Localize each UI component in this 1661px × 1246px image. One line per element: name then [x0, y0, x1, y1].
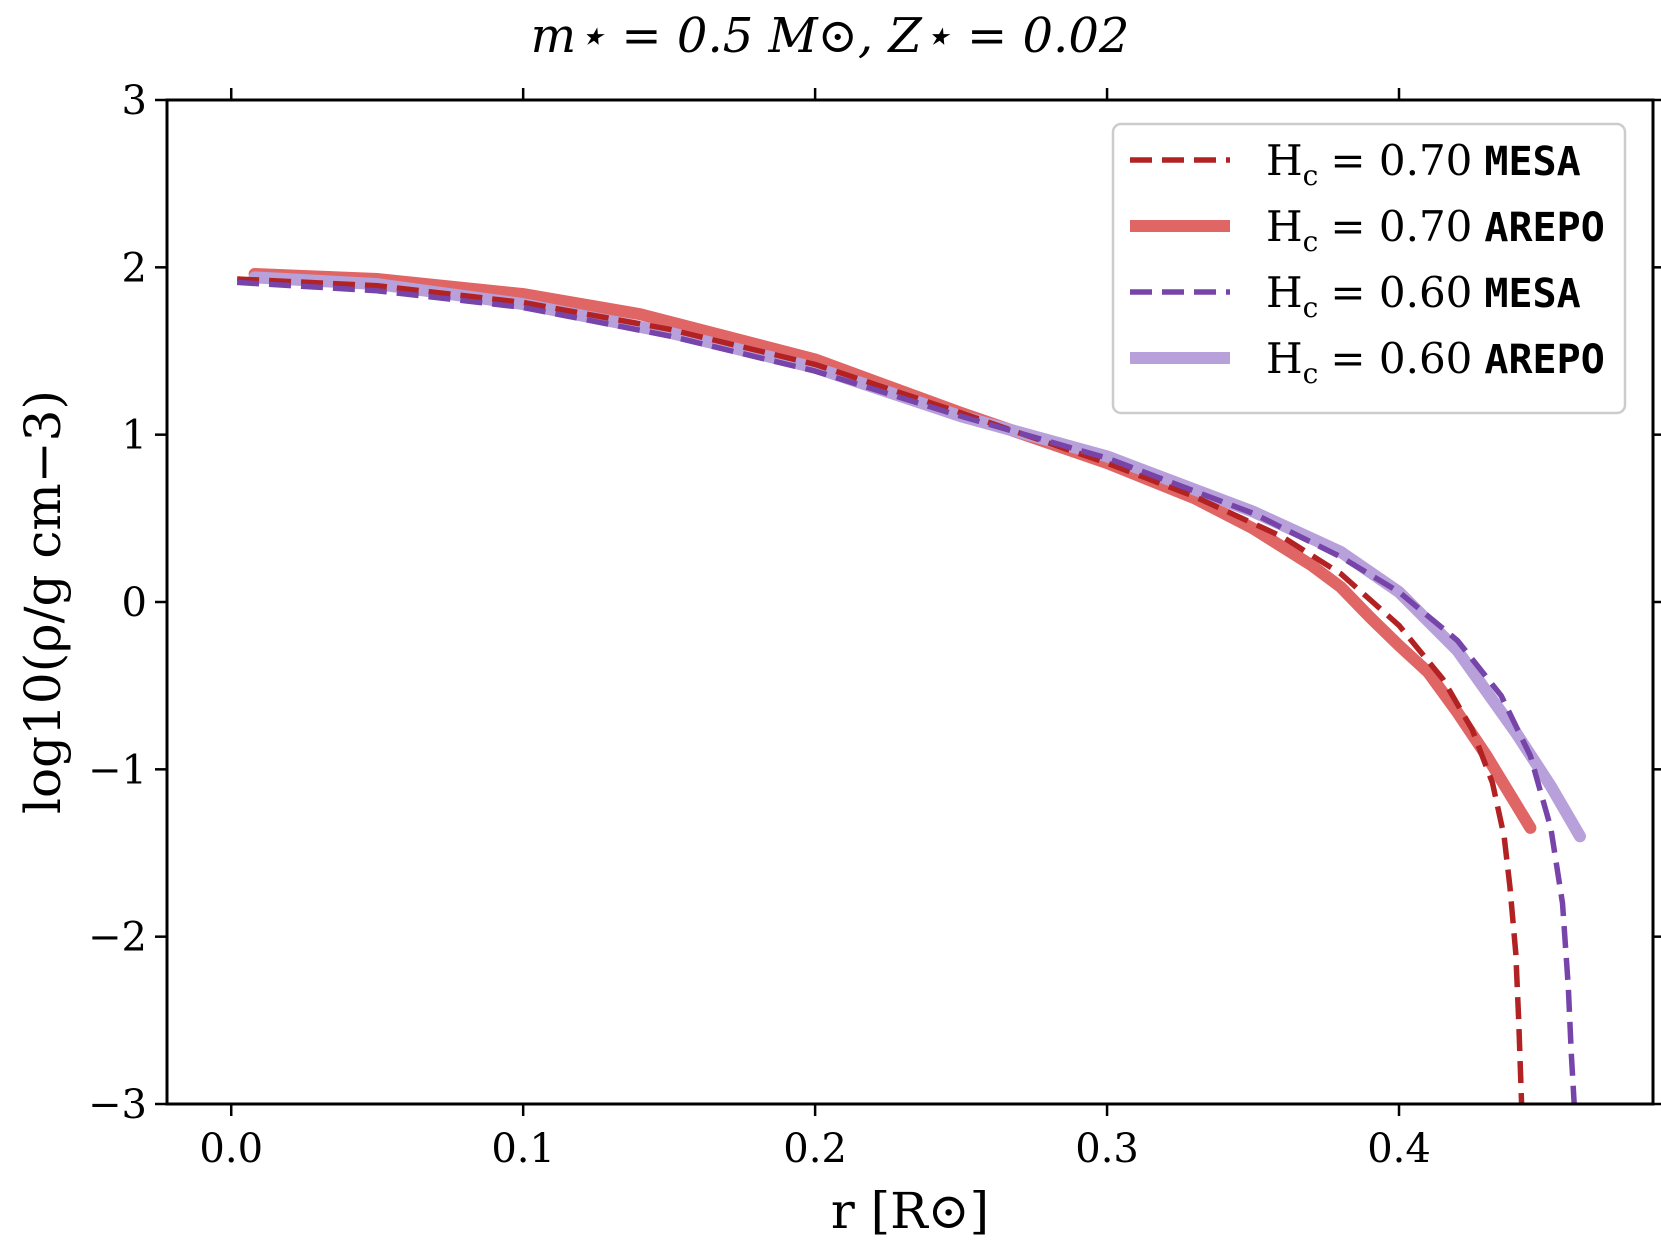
legend: Hc = 0.70 MESA Hc = 0.70 AREPO Hc = 0.60 MESA Hc =… [1111, 122, 1627, 415]
y-tick-label: −3 [88, 1082, 147, 1128]
y-tick-label: 3 [122, 78, 147, 124]
x-axis-label: r [R⊙] [831, 1182, 989, 1240]
series-line-0 [236, 276, 1525, 1104]
y-tick-label: −1 [88, 747, 147, 793]
legend-label: Hc = 0.70 AREPO [1266, 202, 1605, 258]
x-tick-label: 0.3 [1075, 1126, 1139, 1172]
y-tick-label: 0 [122, 580, 147, 626]
legend-label: Hc = 0.60 AREPO [1266, 334, 1605, 390]
y-tick-label: −2 [88, 915, 147, 961]
legend-label: Hc = 0.60 MESA [1266, 268, 1581, 324]
legend-box [1111, 122, 1627, 415]
series-line-1 [248, 268, 1537, 834]
y-axis-ticks: −3 −2 −1 0 1 2 3 [88, 78, 1661, 1128]
series-layer [236, 268, 1586, 1104]
legend-label: Hc = 0.70 MESA [1266, 136, 1581, 192]
x-tick-label: 0.2 [783, 1126, 847, 1172]
y-tick-label: 2 [122, 245, 147, 291]
x-axis-ticks: 0.0 0.1 0.2 0.3 0.4 [199, 88, 1431, 1172]
x-tick-label: 0.0 [199, 1126, 263, 1172]
chart-title: m⋆ = 0.5 M⊙, Z⋆ = 0.02 [531, 8, 1130, 64]
y-tick-label: 1 [122, 413, 147, 459]
y-axis-label: log10(ρ/g cm−3) [14, 390, 72, 814]
x-tick-label: 0.4 [1367, 1126, 1431, 1172]
x-tick-label: 0.1 [491, 1126, 555, 1172]
